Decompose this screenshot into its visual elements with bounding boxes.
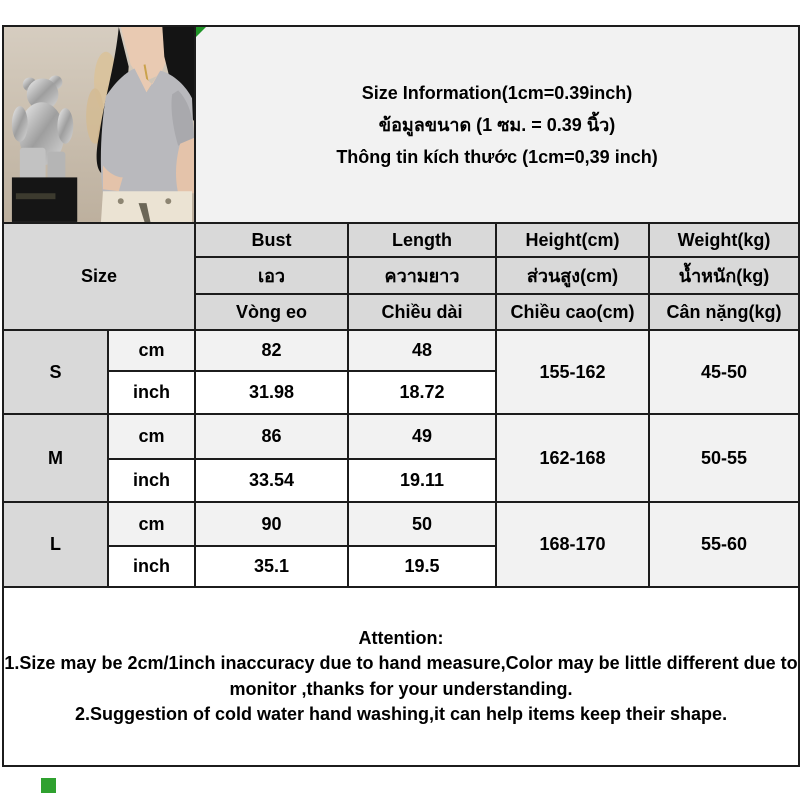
l-length-cm: 50 — [347, 501, 497, 547]
header-weight-vi: Cân nặng(kg) — [647, 293, 800, 331]
header-length-vi: Chiều dài — [347, 293, 497, 331]
unit-cm-label: cm — [107, 501, 196, 547]
size-l-label: L — [2, 501, 109, 588]
header-length-en: Length — [347, 222, 497, 258]
header-weight-en: Weight(kg) — [647, 222, 800, 258]
title-line-th: ข้อมูลขนาด (1 ซม. = 0.39 นิ้ว) — [378, 114, 616, 135]
m-weight: 50-55 — [647, 413, 800, 503]
l-bust-inch: 35.1 — [194, 545, 349, 588]
green-watermark-square — [41, 778, 56, 793]
gray-tee — [100, 68, 193, 194]
s-bust-inch: 31.98 — [194, 370, 349, 415]
header-length-th: ความยาว — [347, 256, 497, 295]
unit-cm-label: cm — [107, 329, 196, 372]
header-bust-en: Bust — [194, 222, 349, 258]
l-height: 168-170 — [495, 501, 650, 588]
pants-detail — [138, 203, 151, 221]
silver-bear-sculpture — [11, 75, 74, 166]
s-weight: 45-50 — [647, 329, 800, 415]
header-height-en: Height(cm) — [495, 222, 650, 258]
s-bust-cm: 82 — [194, 329, 349, 372]
m-bust-inch: 33.54 — [194, 458, 349, 503]
s-length-inch: 18.72 — [347, 370, 497, 415]
size-s-label: S — [2, 329, 109, 415]
header-bust-th: เอว — [194, 256, 349, 295]
model — [96, 28, 193, 221]
title-cell: Size Information(1cm=0.39inch) ข้อมูลขนา… — [193, 25, 800, 224]
attention-box: Attention: 1.Size may be 2cm/1inch inacc… — [1, 586, 800, 767]
m-height: 162-168 — [495, 413, 650, 503]
unit-inch-label: inch — [107, 545, 196, 588]
product-photo-cell — [2, 25, 196, 224]
m-length-inch: 19.11 — [347, 458, 497, 503]
black-pedestal — [11, 147, 78, 221]
size-table: Size Information(1cm=0.39inch) ข้อมูลขนา… — [1, 25, 800, 767]
l-bust-cm: 90 — [194, 501, 349, 547]
attention-heading: Attention: — [358, 627, 444, 648]
size-header-label: Size — [2, 222, 196, 331]
l-length-inch: 19.5 — [347, 545, 497, 588]
unit-inch-label: inch — [107, 458, 196, 503]
s-length-cm: 48 — [347, 329, 497, 372]
model-hand — [102, 165, 123, 192]
l-weight: 55-60 — [647, 501, 800, 588]
s-height: 155-162 — [495, 329, 650, 415]
header-bust-vi: Vòng eo — [194, 293, 349, 331]
header-height-th: ส่วนสูง(cm) — [495, 256, 650, 295]
model-arm — [176, 138, 193, 194]
product-photo — [5, 28, 193, 221]
title-line-vi: Thông tin kích thước (1cm=0,39 inch) — [336, 146, 658, 167]
unit-inch-label: inch — [107, 370, 196, 415]
title-line-en: Size Information(1cm=0.39inch) — [361, 82, 633, 103]
unit-cm-label: cm — [107, 413, 196, 460]
attention-line-1: 1.Size may be 2cm/1inch inaccuracy due t… — [4, 653, 798, 699]
size-m-label: M — [2, 413, 109, 503]
model-skin — [121, 28, 171, 83]
m-bust-cm: 86 — [194, 413, 349, 460]
cell-corner-marker-icon — [197, 28, 206, 37]
tee-sleeve — [171, 90, 193, 146]
header-weight-th: น้ำหนัก(kg) — [647, 256, 800, 295]
attention-line-2: 2.Suggestion of cold water hand washing,… — [74, 704, 728, 724]
m-length-cm: 49 — [347, 413, 497, 460]
header-height-vi: Chiều cao(cm) — [495, 293, 650, 331]
